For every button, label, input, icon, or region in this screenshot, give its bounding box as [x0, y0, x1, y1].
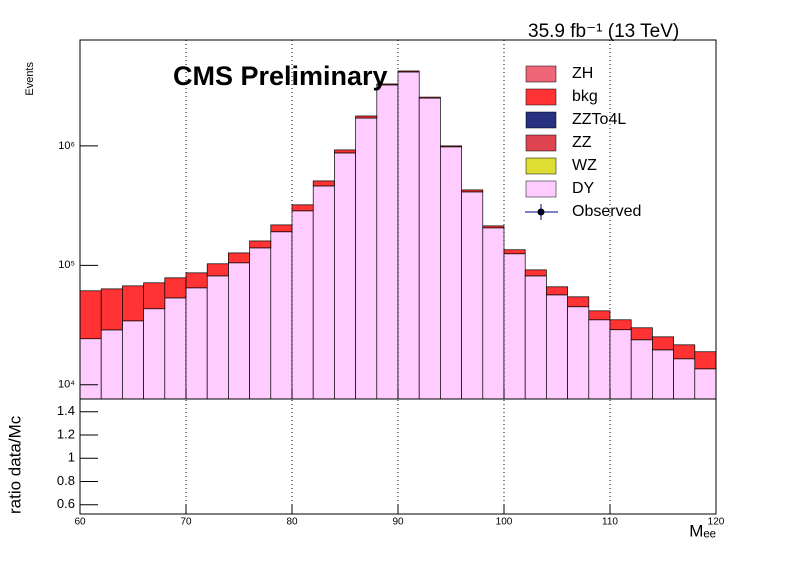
y-tick-label: 0.8 — [57, 473, 75, 488]
histogram-bar — [206, 275, 229, 400]
histogram-bar — [652, 336, 674, 351]
histogram-bar — [694, 351, 717, 370]
histogram-bar — [588, 310, 611, 321]
x-axis-label: Mₑₑ — [689, 521, 716, 540]
histogram-bar — [270, 224, 293, 233]
histogram-bar — [164, 297, 187, 400]
histogram-bar — [673, 344, 696, 360]
histogram-bar — [334, 149, 356, 154]
x-tick-label: 60 — [74, 517, 86, 528]
histogram-bar — [228, 262, 250, 400]
legend-swatch — [525, 157, 557, 175]
histogram-bar — [143, 282, 166, 310]
legend-label: ZZ — [572, 134, 592, 151]
cms-label: CMS Preliminary — [173, 61, 388, 91]
histogram-bar — [397, 70, 420, 73]
histogram-bar — [609, 319, 632, 331]
histogram-bar — [376, 84, 399, 400]
y-tick-label: 10⁵ — [58, 259, 75, 271]
legend-label: WZ — [572, 157, 597, 174]
histogram-bar — [185, 272, 208, 289]
histogram-bar — [122, 320, 144, 400]
histogram-bar — [355, 115, 378, 119]
histogram-bar — [503, 253, 526, 400]
histogram-bar — [100, 329, 123, 400]
histogram-bar — [694, 368, 717, 400]
histogram-bar — [630, 327, 653, 341]
histogram-bar — [397, 71, 420, 400]
histogram-bar — [524, 275, 547, 400]
y-tick-label: 10⁴ — [58, 379, 75, 391]
y-axis-label: Events — [24, 62, 36, 96]
histogram-bar — [418, 97, 441, 400]
histogram-bar — [164, 277, 187, 299]
ratio-y-label: ratio data/Mc — [5, 415, 24, 514]
x-tick-label: 80 — [286, 517, 298, 528]
histogram-bar — [79, 290, 102, 340]
legend-swatch — [525, 65, 557, 83]
histogram-bar — [100, 288, 123, 331]
x-tick-label: 110 — [602, 517, 618, 528]
legend-swatch — [525, 180, 557, 198]
x-tick-label: 100 — [496, 517, 513, 528]
histogram-bar — [588, 319, 611, 400]
legend-label: bkg — [572, 88, 598, 105]
histogram-bar — [630, 339, 653, 400]
histogram-bar — [79, 338, 102, 400]
lumi-label: 35.9 fb⁻¹ (13 TeV) — [528, 21, 679, 42]
legend-label: ZH — [572, 65, 593, 82]
histogram-bar — [418, 96, 441, 99]
histogram-bar — [524, 269, 547, 277]
histogram-bar — [249, 240, 272, 249]
y-tick-label: 1.4 — [57, 403, 75, 418]
histogram-bar — [461, 189, 484, 193]
y-tick-label: 0.6 — [57, 496, 75, 511]
histogram-bar — [567, 296, 590, 308]
histogram-bar — [291, 204, 314, 212]
histogram-bar — [503, 249, 526, 255]
histogram-bar — [122, 285, 144, 322]
legend-swatch — [525, 111, 557, 129]
legend-swatch — [525, 134, 557, 152]
histogram-bar — [440, 145, 462, 148]
histogram-bar — [482, 225, 505, 229]
y-tick-label: 10⁶ — [58, 140, 75, 152]
legend-label: DY — [572, 180, 595, 197]
histogram-bar — [440, 146, 462, 400]
legend-label: ZZTo4L — [572, 111, 626, 128]
histogram-bar — [185, 287, 208, 400]
histogram-bar — [270, 231, 293, 400]
histogram-bar — [228, 252, 250, 264]
y-tick-label: 1 — [68, 450, 75, 465]
histogram-bar — [206, 263, 229, 277]
legend-label: Observed — [572, 203, 641, 220]
ratio-frame — [79, 398, 717, 515]
histogram-bar — [546, 294, 568, 400]
histogram-bar — [334, 152, 356, 400]
histogram-bar — [249, 247, 272, 400]
histogram-bar — [652, 349, 674, 400]
histogram-bar — [312, 180, 335, 187]
histogram-bar — [673, 358, 696, 400]
x-tick-label: 70 — [180, 517, 192, 528]
y-tick-label: 1.2 — [57, 426, 75, 441]
histogram-bar — [609, 329, 632, 400]
histogram-bar — [482, 227, 505, 400]
x-tick-label: 120 — [708, 517, 725, 528]
histogram-bar — [567, 306, 590, 400]
x-tick-label: 90 — [392, 517, 404, 528]
histogram-bar — [291, 210, 314, 400]
legend-swatch — [525, 88, 557, 106]
histogram-bar — [312, 185, 335, 400]
histogram-bar — [143, 308, 166, 400]
histogram-bar — [355, 117, 378, 400]
histogram-bar — [546, 286, 568, 296]
histogram-bar — [461, 191, 484, 400]
